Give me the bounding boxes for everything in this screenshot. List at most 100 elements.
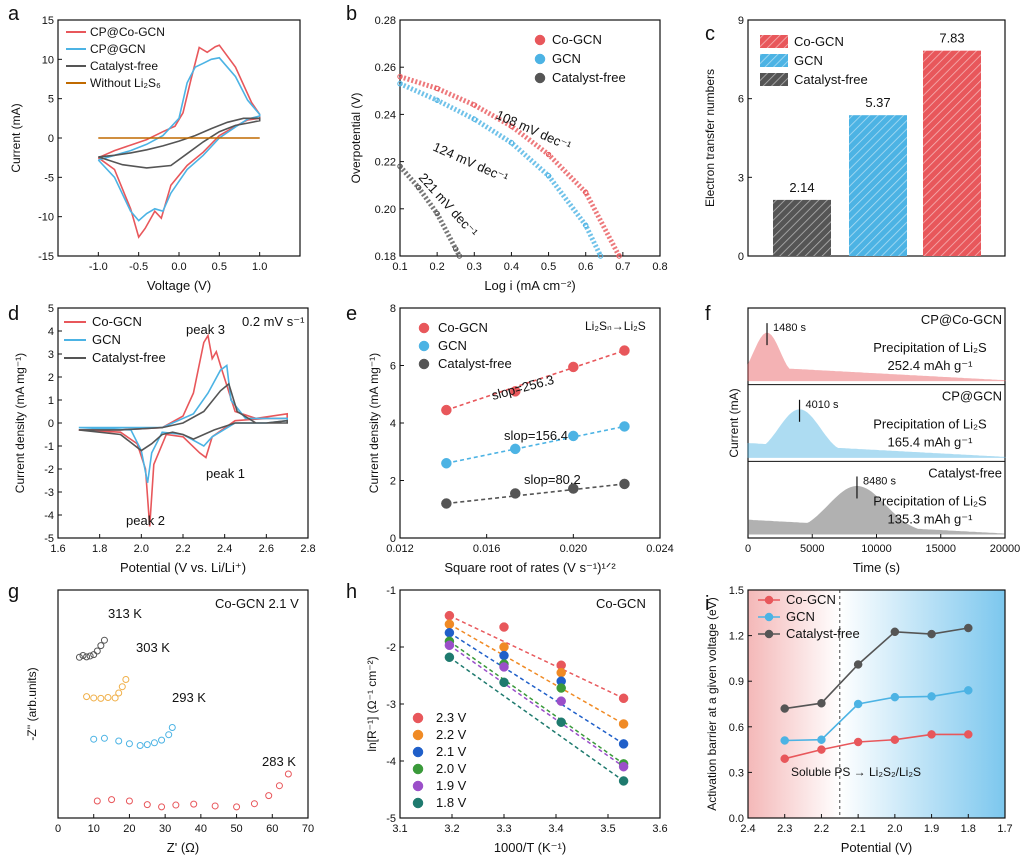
x-tick-label-i-0: 2.4 [740, 823, 755, 835]
x-tick-label-i-6: 1.8 [961, 823, 976, 835]
point-e-0-2 [568, 361, 579, 373]
legend-label-h-2: 2.1 V [436, 744, 467, 759]
x-tick-label-i-3: 2.1 [850, 823, 865, 835]
y-tick-label-d-0: -5 [44, 533, 54, 545]
frame-a [57, 19, 301, 257]
bar-value-c-2: 7.83 [939, 31, 964, 46]
point-e-1-1 [510, 443, 521, 455]
y-tick-label-c-0: 0 [738, 251, 744, 263]
point-b-2-3 [453, 246, 459, 252]
legend-swatch-h-0 [412, 712, 424, 724]
y-tick-label-b-3: 0.24 [375, 109, 396, 121]
panel-letter-e: e [346, 303, 357, 325]
x-axis-label-g: Z' (Ω) [167, 840, 199, 855]
x-axis-label-h: 1000/T (K⁻¹) [494, 840, 566, 855]
legend-swatch-i-2 [764, 629, 774, 639]
point-i-1-1 [817, 735, 826, 744]
line-a-2 [98, 117, 261, 169]
area-f-0 [747, 332, 1006, 382]
point-h-5-2 [556, 717, 566, 727]
x-axis-label-e: Square root of rates (V s⁻¹)¹ᐟ² [444, 560, 616, 575]
point-b-0-2 [471, 102, 477, 108]
x-tick-label-h-2: 3.3 [496, 823, 511, 835]
point-e-0-1 [510, 386, 521, 397]
x-tick-label-e-0: 0.012 [386, 543, 414, 555]
y-tick-label-a-5: 10 [42, 54, 54, 66]
fit-line-h-3 [448, 640, 625, 765]
x-tick-label-b-5: 0.6 [578, 261, 593, 273]
point-i-1-3 [890, 692, 900, 702]
point-e-0-0 [441, 404, 452, 416]
point-g-3-1 [108, 796, 116, 804]
point-g-3-11 [275, 782, 283, 790]
point-i-0-5 [964, 730, 973, 739]
y-tick-label-b-2: 0.22 [375, 157, 396, 169]
legend-swatch-h-4 [412, 780, 424, 792]
x-tick-label-b-7: 0.8 [652, 261, 667, 273]
y-tick-label-e-2: 4 [390, 418, 396, 430]
subpanel-title-f-1: CP@GCN [942, 389, 1002, 404]
y-tick-label-h-3: -2 [386, 642, 396, 654]
point-h-1-2 [556, 667, 566, 678]
x-tick-label-b-4: 0.5 [541, 261, 556, 273]
x-axis-label-a: Voltage (V) [147, 278, 211, 293]
point-h-0-1 [499, 622, 509, 632]
x-axis-label-f: Time (s) [853, 560, 900, 575]
point-i-1-5 [964, 686, 973, 695]
annotation-e-3: slop=80.2 [524, 472, 581, 487]
x-tick-label-i-7: 1.7 [997, 823, 1012, 835]
annotation-d-0: 0.2 mV s⁻¹ [242, 314, 305, 329]
legend-swatch-c-2 [760, 73, 788, 86]
y-tick-label-i-4: 1.2 [729, 631, 744, 643]
point-g-3-8 [233, 803, 241, 811]
legend-label-e-2: Catalyst-free [438, 356, 512, 371]
point-e-1-0 [441, 458, 452, 469]
x-tick-label-b-1: 0.2 [429, 261, 444, 273]
point-h-2-0 [444, 628, 455, 638]
frame-h [399, 589, 661, 819]
point-e-2-0 [441, 498, 452, 509]
point-g-1-3 [104, 694, 112, 701]
point-g-0-4 [90, 651, 98, 659]
annotation-d-2: peak 1 [206, 466, 245, 481]
point-e-1-2 [568, 430, 579, 442]
point-g-1-6 [118, 683, 126, 691]
line-d-2 [78, 382, 289, 452]
x-tick-label-i-1: 2.3 [777, 823, 792, 835]
annotation-e-2: slop=156.4 [504, 428, 568, 443]
point-b-1-6 [597, 253, 604, 259]
y-tick-label-b-0: 0.18 [375, 251, 396, 263]
legend-label-i-2: Catalyst-free [786, 626, 860, 641]
x-tick-label-f-0: 0 [745, 543, 751, 555]
x-tick-label-d-5: 2.6 [259, 543, 274, 555]
point-b-0-3 [508, 123, 515, 129]
y-tick-label-a-2: -5 [44, 172, 54, 184]
frame-f [747, 307, 1006, 539]
panel-letter-i: i [705, 593, 709, 615]
point-h-5-0 [444, 652, 455, 663]
point-g-2-6 [150, 739, 158, 747]
point-g-0-7 [100, 636, 108, 644]
point-i-2-4 [927, 629, 936, 639]
subpanel-text1-f-1: Precipitation of Li₂S [873, 417, 987, 432]
point-g-3-5 [172, 801, 180, 809]
point-g-3-3 [143, 801, 151, 809]
x-tick-label-d-3: 2.2 [175, 543, 190, 555]
legend-label-c-1: GCN [794, 53, 823, 68]
point-g-2-9 [168, 724, 176, 731]
point-g-2-4 [136, 742, 144, 749]
peak-label-f-1: 4010 s [806, 399, 840, 411]
y-tick-label-d-9: 4 [48, 326, 54, 338]
y-axis-label-i: Activation barrier at a given voltage (e… [705, 597, 719, 810]
series-label-g-1: 303 K [136, 640, 170, 655]
point-e-0-3 [619, 345, 630, 356]
line-d-1 [78, 364, 289, 483]
point-g-0-1 [79, 652, 87, 659]
x-tick-label-b-6: 0.7 [615, 261, 630, 273]
y-tick-label-d-6: 1 [48, 395, 54, 407]
x-tick-label-e-2: 0.020 [560, 543, 588, 555]
point-i-0-1 [817, 745, 826, 754]
legend-label-b-1: GCN [552, 51, 581, 66]
annotation-d-1: peak 3 [186, 322, 225, 337]
point-i-0-3 [890, 735, 900, 744]
